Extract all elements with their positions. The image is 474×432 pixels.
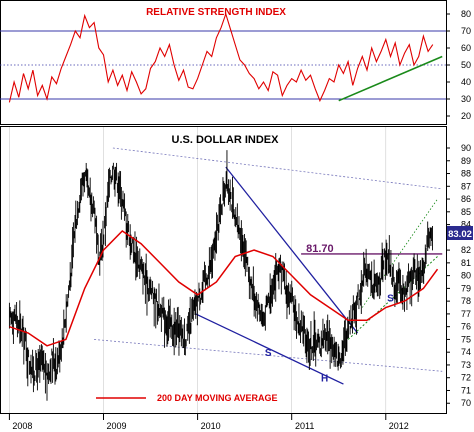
rsi-reference-lines xyxy=(0,30,446,100)
rsi-panel: 20 30 40 50 60 70 80 RELATIVE STRENGTH INDEX xyxy=(0,0,471,125)
price-panel: 70 71 72 73 74 75 76 77 78 79 80 81 82 84 85 86 87 88 89 90… xyxy=(0,126,473,431)
price-tick-label: 86 xyxy=(461,194,471,204)
line-channel-top xyxy=(112,147,443,190)
moving-average-line xyxy=(9,230,439,347)
price-tick-label: 82 xyxy=(461,245,471,255)
rsi-y-axis: 20 30 40 50 60 70 80 xyxy=(446,9,471,121)
price-year-gridlines xyxy=(9,127,387,413)
price-tick-label: 81 xyxy=(461,258,471,268)
price-tick-label: 89 xyxy=(461,156,471,166)
x-tick-label: 2009 xyxy=(106,421,126,431)
price-tick-label: 85 xyxy=(461,207,471,217)
price-tick-label: 77 xyxy=(461,309,471,319)
line-wedge-upper xyxy=(225,166,359,334)
x-tick-label: 2008 xyxy=(12,421,32,431)
rsi-tick-label: 70 xyxy=(461,26,471,36)
pattern-annotations: 81.70 S H S xyxy=(265,243,394,385)
rsi-title: RELATIVE STRENGTH INDEX xyxy=(146,7,286,18)
rsi-tick-label: 80 xyxy=(461,9,471,19)
rsi-tick-label: 20 xyxy=(461,111,471,121)
x-axis: 2008 2009 2010 2011 2012 xyxy=(8,414,409,431)
price-y-axis: 70 71 72 73 74 75 76 77 78 79 80 81 82 84 85 86 87 88 89 90 xyxy=(446,143,471,408)
price-tick-label: 71 xyxy=(461,385,471,395)
rsi-tick-label: 50 xyxy=(461,60,471,70)
legend-label: 200 DAY MOVING AVERAGE xyxy=(157,393,278,403)
price-tick-label: 74 xyxy=(461,347,471,357)
legend: 200 DAY MOVING AVERAGE xyxy=(96,393,278,403)
pattern-label: S xyxy=(387,293,394,304)
price-tick-label: 70 xyxy=(461,398,471,408)
price-tick-label: 79 xyxy=(461,283,471,293)
pattern-label: H xyxy=(321,374,328,385)
x-tick-label: 2012 xyxy=(389,421,409,431)
last-value-label: 83.02 xyxy=(448,229,472,240)
x-tick-label: 2011 xyxy=(295,421,314,431)
price-panel-frame xyxy=(0,126,447,414)
price-tick-label: 84 xyxy=(461,220,471,230)
price-title: U.S. DOLLAR INDEX xyxy=(172,134,280,146)
rsi-panel-frame xyxy=(0,0,447,125)
pattern-label: S xyxy=(265,348,272,359)
rsi-tick-label: 40 xyxy=(461,77,471,87)
rsi-line xyxy=(8,12,434,103)
rsi-trendline xyxy=(338,55,443,102)
price-tick-label: 80 xyxy=(461,271,471,281)
price-tick-label: 78 xyxy=(461,296,471,306)
price-tick-label: 76 xyxy=(461,322,471,332)
rsi-tick-label: 60 xyxy=(461,43,471,53)
level-label: 81.70 xyxy=(306,243,334,255)
rsi-tick-label: 30 xyxy=(461,94,471,104)
price-tick-label: 75 xyxy=(461,334,471,344)
price-tick-label: 73 xyxy=(461,360,471,370)
price-tick-label: 87 xyxy=(461,181,471,191)
x-tick-label: 2010 xyxy=(201,421,221,431)
line-wedge-lower xyxy=(195,313,344,385)
last-value-badge: 83.02 xyxy=(447,226,473,240)
last-value-box xyxy=(447,226,473,240)
price-tick-label: 88 xyxy=(461,169,471,179)
price-tick-label: 72 xyxy=(461,373,471,383)
price-tick-label: 90 xyxy=(461,143,471,153)
